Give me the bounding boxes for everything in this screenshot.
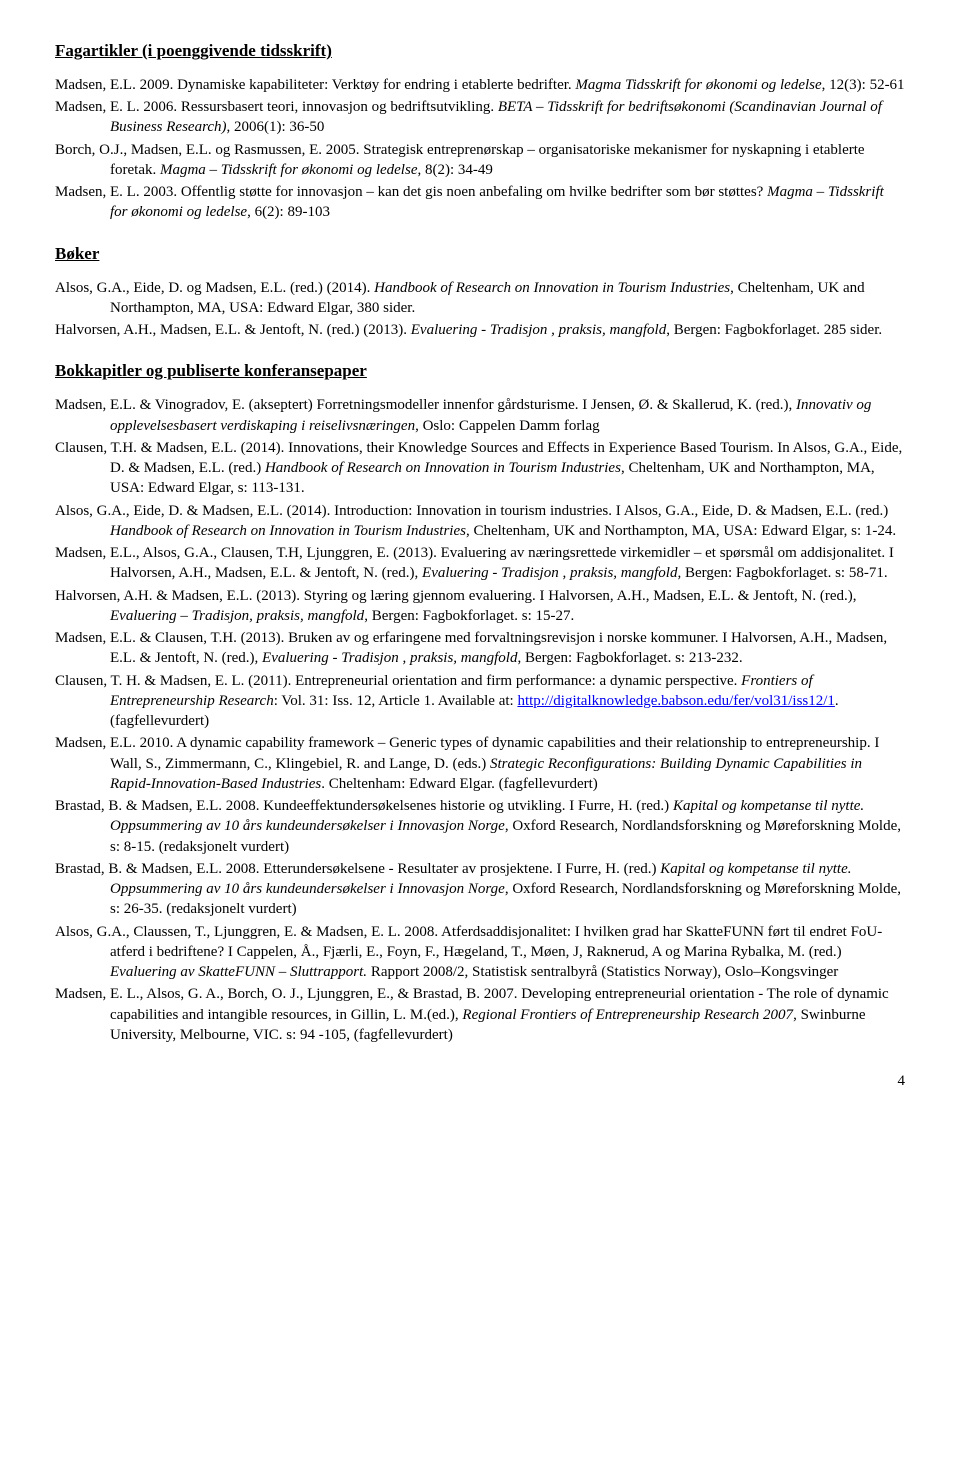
reference-entry: Clausen, T. H. & Madsen, E. L. (2011). E… xyxy=(55,671,905,732)
page-number: 4 xyxy=(55,1071,905,1091)
reference-entry: Madsen, E. L., Alsos, G. A., Borch, O. J… xyxy=(55,984,905,1045)
reference-entry: Halvorsen, A.H. & Madsen, E.L. (2013). S… xyxy=(55,586,905,627)
reference-entry: Alsos, G.A., Eide, D. & Madsen, E.L. (20… xyxy=(55,501,905,542)
reference-entry: Brastad, B. & Madsen, E.L. 2008. Etterun… xyxy=(55,859,905,920)
entries-boker: Alsos, G.A., Eide, D. og Madsen, E.L. (r… xyxy=(55,278,905,341)
reference-entry: Alsos, G.A., Eide, D. og Madsen, E.L. (r… xyxy=(55,278,905,319)
section-bokkapitler: Bokkapitler og publiserte konferansepape… xyxy=(55,360,905,1045)
reference-entry: Madsen, E. L. 2006. Ressursbasert teori,… xyxy=(55,97,905,138)
heading-bokkapitler: Bokkapitler og publiserte konferansepape… xyxy=(55,360,905,383)
entries-bokkapitler: Madsen, E.L. & Vinogradov, E. (akseptert… xyxy=(55,395,905,1045)
reference-entry: Madsen, E.L. & Clausen, T.H. (2013). Bru… xyxy=(55,628,905,669)
section-fagartikler: Fagartikler (i poenggivende tidsskrift) … xyxy=(55,40,905,223)
entries-fagartikler: Madsen, E.L. 2009. Dynamiske kapabilitet… xyxy=(55,75,905,223)
reference-entry: Madsen, E.L., Alsos, G.A., Clausen, T.H,… xyxy=(55,543,905,584)
reference-entry: Brastad, B. & Madsen, E.L. 2008. Kundeef… xyxy=(55,796,905,857)
reference-entry: Clausen, T.H. & Madsen, E.L. (2014). Inn… xyxy=(55,438,905,499)
reference-entry: Madsen, E. L. 2003. Offentlig støtte for… xyxy=(55,182,905,223)
reference-entry: Halvorsen, A.H., Madsen, E.L. & Jentoft,… xyxy=(55,320,905,340)
heading-fagartikler: Fagartikler (i poenggivende tidsskrift) xyxy=(55,40,905,63)
reference-entry: Madsen, E.L. 2009. Dynamiske kapabilitet… xyxy=(55,75,905,95)
reference-entry: Madsen, E.L. 2010. A dynamic capability … xyxy=(55,733,905,794)
heading-boker: Bøker xyxy=(55,243,905,266)
reference-entry: Madsen, E.L. & Vinogradov, E. (akseptert… xyxy=(55,395,905,436)
section-boker: Bøker Alsos, G.A., Eide, D. og Madsen, E… xyxy=(55,243,905,341)
reference-entry: Borch, O.J., Madsen, E.L. og Rasmussen, … xyxy=(55,140,905,181)
reference-entry: Alsos, G.A., Claussen, T., Ljunggren, E.… xyxy=(55,922,905,983)
